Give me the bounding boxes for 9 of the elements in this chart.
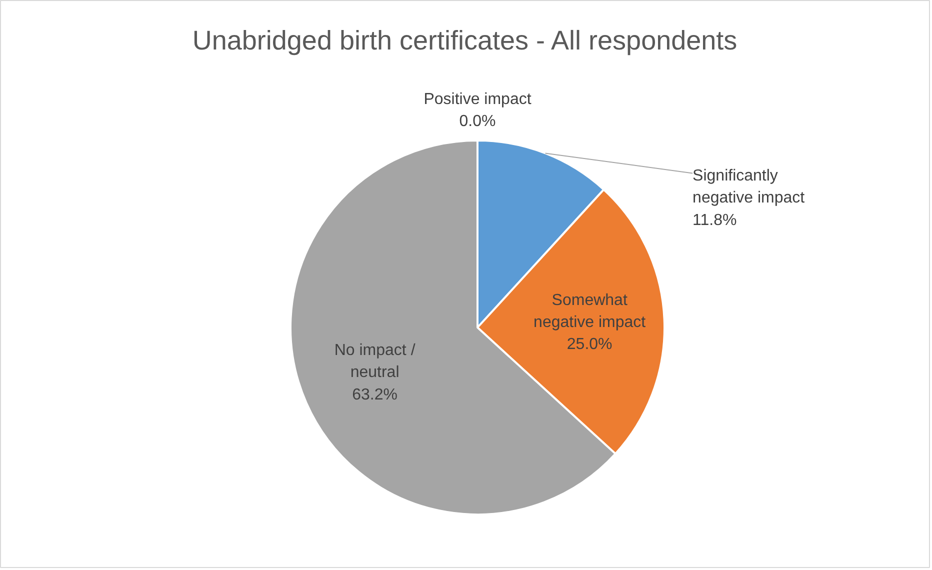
slice-label: No impact / neutral <box>334 342 416 382</box>
data-label: 25.0% <box>566 336 612 354</box>
data-label: 63.2% <box>352 386 398 404</box>
slice-label: Significantly negative impact <box>692 168 806 207</box>
text: 0.0% <box>459 113 496 130</box>
category-label: Positive impact <box>424 90 532 108</box>
chart-title: Unabridged birth certificates - All respondents <box>192 26 738 56</box>
slice-label: Somewhat negative impact <box>534 292 646 332</box>
data-label: 11.8% <box>692 212 737 229</box>
